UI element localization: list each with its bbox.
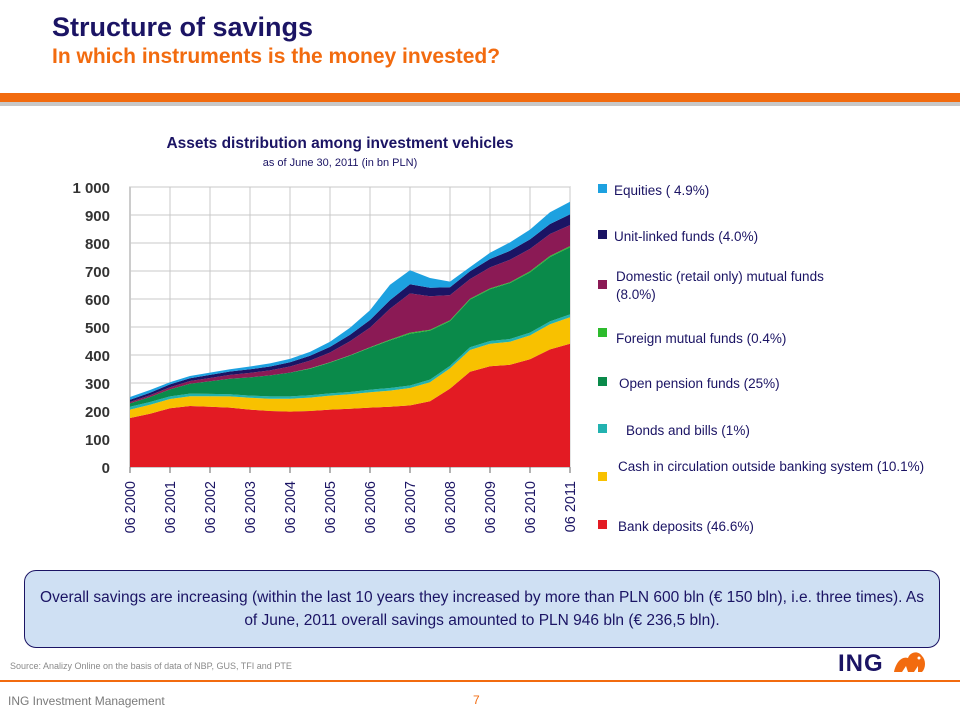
x-tick-label: 06 2007 xyxy=(403,481,419,533)
legend-item-cash: Cash in circulation outside banking syst… xyxy=(598,458,938,498)
page-subtitle: In which instruments is the money invest… xyxy=(52,45,501,68)
x-tick-label: 06 2000 xyxy=(123,481,139,533)
y-tick-label: 700 xyxy=(85,264,110,281)
ing-logo: ING xyxy=(838,648,930,678)
legend-swatch xyxy=(598,377,607,386)
x-tick-label: 06 2010 xyxy=(523,481,539,533)
y-tick-label: 800 xyxy=(85,236,110,253)
y-tick-label: 1 000 xyxy=(72,180,110,197)
header-divider xyxy=(0,93,960,102)
legend-label: Equities ( 4.9%) xyxy=(614,183,710,198)
y-tick-label: 900 xyxy=(85,208,110,225)
legend-label: Cash in circulation outside banking syst… xyxy=(618,459,925,474)
stacked-area-chart: 0 100 200 300 400 500 600 700 800 900 1 000 06 2000… xyxy=(72,180,579,533)
logo-wordmark: ING xyxy=(838,650,884,677)
legend-swatch xyxy=(598,472,607,481)
chart-title: Assets distribution among investment veh… xyxy=(166,135,514,152)
legend-item-bank-deposits: Bank deposits (46.6%) xyxy=(598,518,928,536)
chart-subtitle: as of June 30, 2011 (in bn PLN) xyxy=(262,157,418,169)
legend-swatch xyxy=(598,520,607,529)
footer-company: ING Investment Management xyxy=(8,694,165,708)
x-tick-label: 06 2006 xyxy=(363,481,379,533)
legend-label: Foreign mutual funds (0.4%) xyxy=(616,331,787,346)
y-tick-label: 300 xyxy=(85,376,110,393)
legend-label: Domestic (retail only) mutual funds (8.0… xyxy=(616,269,824,302)
area-bank-deposits xyxy=(130,343,570,467)
area-open-pension-funds xyxy=(130,247,570,407)
summary-text: Overall savings are increasing (within t… xyxy=(40,589,924,629)
legend-item-bonds: Bonds and bills (1%) xyxy=(598,422,928,440)
page-number: 7 xyxy=(473,693,480,707)
page-title: Structure of savings xyxy=(52,12,314,42)
legend-item-domestic-funds: Domestic (retail only) mutual funds (8.0… xyxy=(598,268,928,308)
legend-label: Open pension funds (25%) xyxy=(619,376,780,391)
y-tick-label: 500 xyxy=(85,320,110,337)
y-tick-label: 100 xyxy=(85,432,110,449)
legend-item-equities: Equities ( 4.9%) xyxy=(598,182,928,200)
legend-swatch xyxy=(598,328,607,337)
x-tick-label: 06 2011 xyxy=(563,481,579,532)
source-note: Source: Analizy Online on the basis of d… xyxy=(10,661,292,671)
x-tick-label: 06 2009 xyxy=(483,481,499,533)
x-tick-label: 06 2008 xyxy=(443,481,459,533)
x-tick-label: 06 2005 xyxy=(323,481,339,533)
legend-label: Bank deposits (46.6%) xyxy=(618,519,754,534)
legend-label: Bonds and bills (1%) xyxy=(626,423,750,438)
legend-swatch xyxy=(598,230,607,239)
legend-swatch xyxy=(598,424,607,433)
legend-item-unit-linked: Unit-linked funds (4.0%) xyxy=(598,228,928,246)
legend-swatch xyxy=(598,280,607,289)
x-tick-label: 06 2004 xyxy=(283,481,299,533)
legend-item-pension-funds: Open pension funds (25%) xyxy=(598,375,928,393)
y-tick-label: 0 xyxy=(102,460,110,477)
y-tick-label: 400 xyxy=(85,348,110,365)
x-tick-label: 06 2001 xyxy=(163,481,179,533)
area-cash-in-circulation-outside-banking-system xyxy=(130,317,570,418)
header-divider-shadow xyxy=(0,102,960,106)
legend-item-foreign-funds: Foreign mutual funds (0.4%) xyxy=(598,328,928,346)
lion-icon xyxy=(894,652,925,672)
summary-callout: Overall savings are increasing (within t… xyxy=(24,570,940,648)
x-tick-label: 06 2003 xyxy=(243,481,259,533)
x-tick-label: 06 2002 xyxy=(203,481,219,533)
area-unit-linked-funds xyxy=(130,214,570,402)
legend-label: Unit-linked funds (4.0%) xyxy=(614,229,759,244)
y-tick-label: 600 xyxy=(85,292,110,309)
footer-divider xyxy=(0,680,960,682)
legend-swatch xyxy=(598,184,607,193)
y-tick-label: 200 xyxy=(85,404,110,421)
